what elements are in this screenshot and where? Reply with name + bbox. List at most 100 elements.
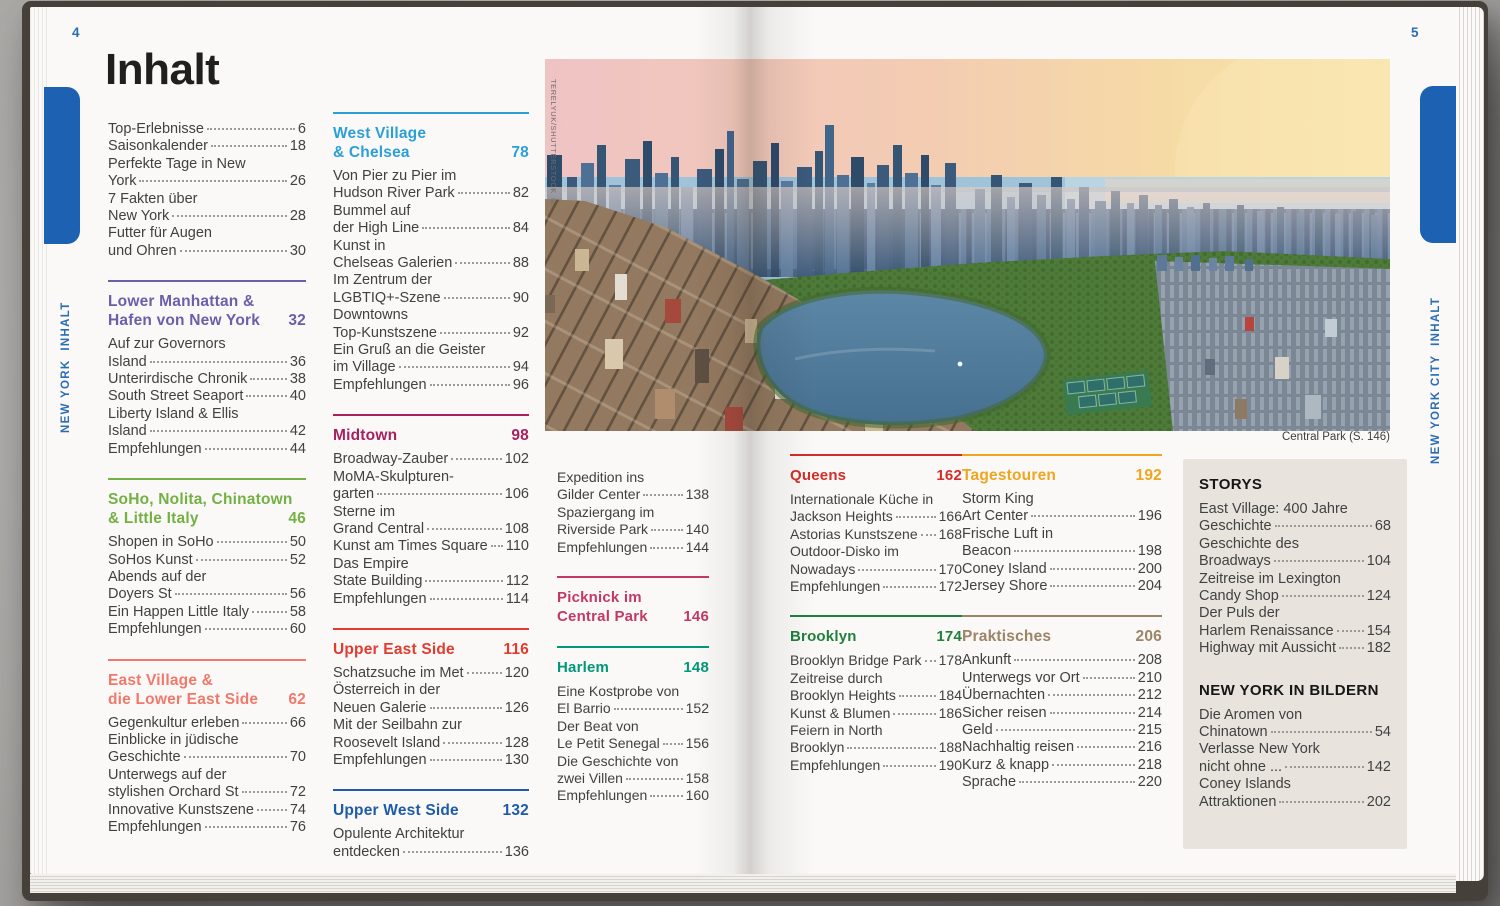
toc-entry-page: 74	[289, 801, 306, 818]
toc-entry-page: 30	[289, 242, 306, 259]
leader-dots	[242, 721, 287, 724]
section-heading: Lower Manhattan & Hafen von New York 32	[108, 292, 306, 330]
toc-entry-page: 160	[685, 787, 709, 804]
toc-entry-page: 126	[504, 699, 529, 716]
toc-entry: Empfehlungen 96	[333, 377, 529, 394]
toc-entry: Jersey Shore 204	[962, 578, 1162, 595]
toc-column-3: Expedition ins Gilder Center 138 Spaziergan…	[557, 469, 709, 805]
page-title: Inhalt	[105, 45, 220, 94]
section-page: 116	[503, 640, 529, 658]
toc-entry-label: Island	[108, 353, 147, 370]
toc-entry-page: 204	[1137, 578, 1162, 595]
section-page: 132	[502, 802, 529, 820]
toc-entry-label: Der Puls der	[1199, 605, 1280, 622]
toc-entry-label: Broadway-Zauber	[333, 451, 449, 468]
toc-entry: Spaziergang im Riverside Park 140	[557, 504, 709, 539]
chapter-tab-right	[1420, 86, 1456, 243]
toc-entry: South Street Seaport 40	[108, 388, 306, 405]
toc-section: Brooklyn 174 Brooklyn Bridge Park 178 Zeitre…	[790, 615, 962, 774]
toc-entry: Saisonkalender 18	[108, 138, 306, 155]
toc-entry-page: 112	[505, 573, 529, 590]
section-title: Praktisches	[962, 628, 1052, 646]
toc-entry: SoHos Kunst 52	[108, 552, 306, 569]
toc-entry-label: Coney Island	[962, 560, 1047, 577]
section-title: die Lower East Side	[108, 690, 259, 708]
leader-dots	[995, 729, 1135, 732]
toc-entry-page: 120	[504, 664, 529, 681]
toc-entry-label: Futter für Augen	[108, 225, 212, 242]
toc-entry-label: Sicher reisen	[962, 704, 1047, 721]
toc-entry-label: MoMA-Skulpturen-	[333, 468, 454, 485]
section-page: 162	[936, 467, 962, 484]
section-title: Upper West Side	[333, 802, 459, 820]
toc-entry-page: 188	[938, 739, 962, 756]
toc-entry-page: 172	[938, 578, 962, 595]
toc-entry: Highway mit Aussicht 182	[1199, 640, 1391, 657]
section-heading: East Village & die Lower East Side 62	[108, 671, 306, 709]
toc-entry-page: 68	[1374, 518, 1391, 535]
section-page: 62	[288, 690, 306, 708]
toc-entry: Futter für Augen und Ohren 30	[108, 225, 306, 260]
toc-entry: Von Pier zu Pier im Hudson River Park 82	[333, 168, 529, 203]
leader-dots	[1052, 763, 1135, 766]
leader-dots	[643, 494, 683, 497]
leader-dots	[1049, 567, 1135, 570]
toc-entry: Internationale Küche in Jackson Heights 16…	[790, 491, 962, 526]
toc-entry-page: 106	[504, 486, 529, 503]
toc-entry-label: Attraktionen	[1199, 793, 1277, 810]
leader-dots	[883, 586, 936, 589]
leader-dots	[250, 378, 287, 381]
section-rule	[108, 658, 306, 661]
leader-dots	[398, 366, 510, 369]
toc-entry-page: 158	[685, 770, 709, 787]
toc-entry-label: Unterwegs auf der	[108, 766, 227, 783]
toc-entry-label: Zeitreise im Lexington	[1199, 570, 1341, 587]
toc-entry: Unterwegs auf der stylishen Orchard St 72	[108, 767, 306, 802]
leader-dots	[241, 791, 287, 794]
toc-entry: Empfehlungen 60	[108, 621, 306, 638]
toc-entry: Abends auf der Doyers St 56	[108, 569, 306, 604]
toc-entry: Der Beat von Le Petit Senegal 156	[557, 718, 709, 753]
toc-entry-page: 168	[938, 525, 962, 542]
toc-entry-page: 208	[1137, 652, 1162, 669]
toc-entry-label: East Village: 400 Jahre	[1199, 501, 1348, 517]
toc-entry-page: 128	[504, 734, 529, 751]
toc-entry-label: State Building	[333, 573, 423, 590]
leader-dots	[427, 527, 502, 530]
section-heading: Brooklyn 174	[790, 627, 962, 646]
leader-dots	[425, 580, 503, 583]
toc-entry: Brooklyn Bridge Park 178	[790, 652, 962, 669]
leader-dots	[858, 568, 936, 571]
toc-entry-page: 166	[938, 508, 962, 525]
toc-entry-page: 56	[289, 586, 306, 603]
toc-entry-label: Beacon	[962, 543, 1012, 560]
toc-entry-label: Le Petit Senegal	[557, 735, 660, 752]
leader-dots	[457, 192, 510, 195]
toc-entry-label: Perfekte Tage in New	[108, 155, 246, 172]
toc-section: Lower Manhattan & Hafen von New York 32 Auf…	[108, 280, 306, 458]
leader-dots	[422, 227, 510, 230]
toc-entry-page: 196	[1137, 508, 1162, 525]
toc-section: Expedition ins Gilder Center 138 Spaziergan…	[557, 469, 709, 556]
section-page: 192	[1135, 467, 1162, 484]
toc-entry-page: 84	[512, 220, 529, 237]
toc-entry: Nachhaltig reisen 216	[962, 739, 1162, 756]
leader-dots	[847, 747, 936, 750]
section-rule	[790, 454, 962, 456]
toc-entry-label: Liberty Island & Ellis	[108, 405, 239, 422]
section-page: 148	[683, 659, 709, 677]
toc-column-2: West Village & Chelsea 78 Von Pier zu Pier …	[333, 112, 529, 861]
toc-entry-label: Roosevelt Island	[333, 734, 441, 751]
section-heading: Upper West Side 132	[333, 801, 529, 820]
toc-entry-label: Coney Islands	[1199, 776, 1291, 793]
toc-entry-label: Island	[108, 423, 147, 440]
toc-entry-label: Chelseas Galerien	[333, 255, 453, 272]
toc-entry: Mit der Seilbahn zur Roosevelt Island 128	[333, 717, 529, 752]
toc-section: West Village & Chelsea 78 Von Pier zu Pier …	[333, 112, 529, 394]
toc-entry: Das Empire State Building 112	[333, 556, 529, 591]
toc-entry-label: Brooklyn	[790, 739, 845, 756]
leader-dots	[443, 296, 510, 299]
leader-dots	[893, 712, 936, 715]
section-rule	[962, 615, 1162, 618]
toc-entry-label: Die Aromen von	[1199, 706, 1303, 723]
